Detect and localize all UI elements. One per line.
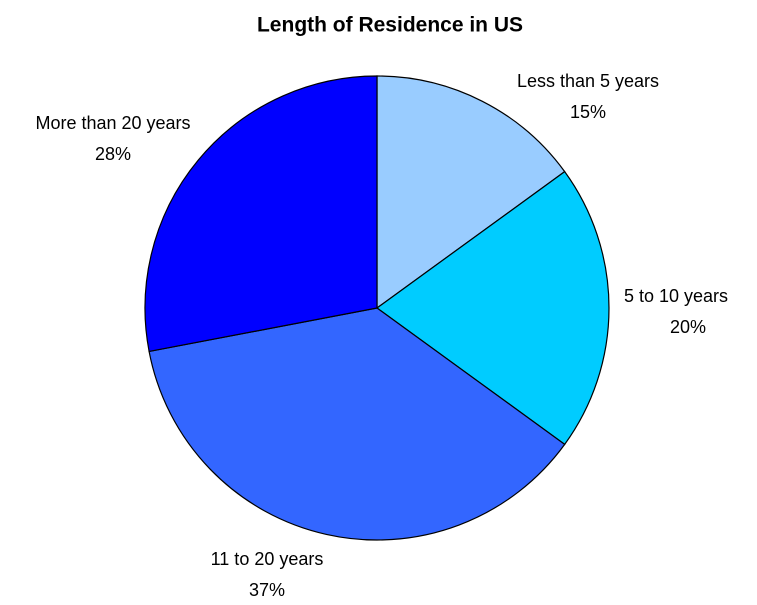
slice-label: 5 to 10 years (624, 286, 728, 306)
pie-slice (376, 75, 566, 310)
pie-slice (375, 170, 610, 446)
pie-slice (148, 307, 566, 541)
slice-label: Less than 5 years (517, 71, 659, 91)
pie-slice (144, 75, 378, 353)
chart-title: Length of Residence in US (257, 14, 523, 37)
slice-label: 11 to 20 years (211, 549, 324, 569)
slice-label: More than 20 years (35, 113, 190, 133)
slice-value-label: 15% (570, 102, 606, 122)
slice-value-label: 28% (95, 144, 131, 164)
slice-value-label: 20% (670, 317, 706, 337)
slice-value-label: 37% (249, 580, 285, 600)
